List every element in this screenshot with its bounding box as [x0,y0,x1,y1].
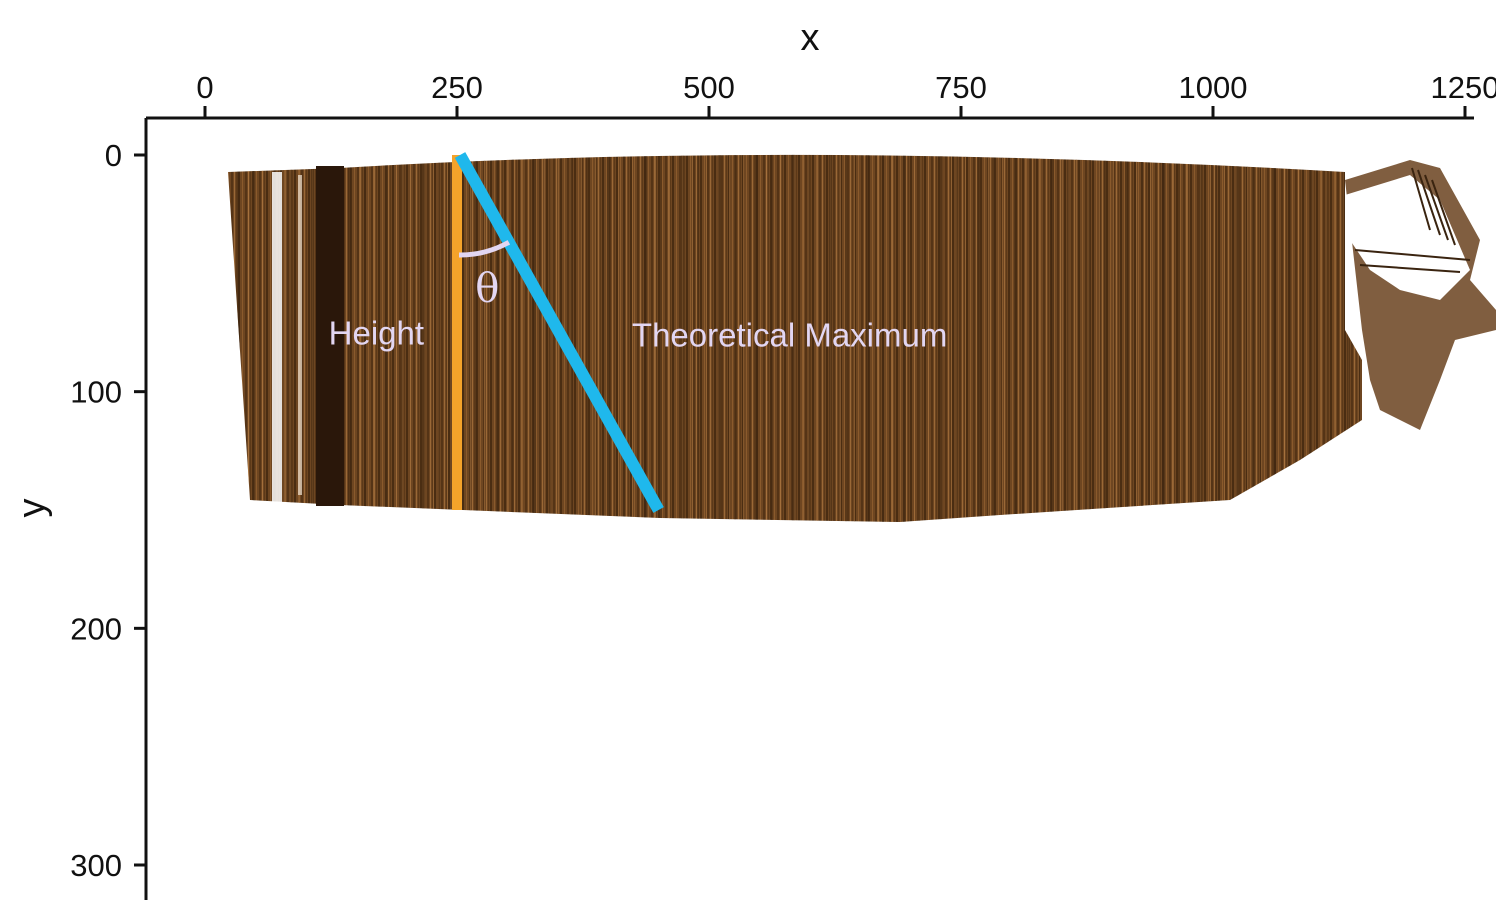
x-tick-label: 250 [431,70,483,105]
x-tick-label: 1000 [1179,70,1248,105]
theta-label: θ [475,266,499,312]
x-tick-label: 750 [935,70,987,105]
theoretical-maximum-line [454,152,664,513]
surface-gap [298,175,302,495]
x-tick-label: 500 [683,70,735,105]
theta-arc [458,240,511,258]
theoretical-maximum-label: Theoretical Maximum [632,317,947,354]
y-tick-label: 100 [70,375,122,410]
x-ticks: 0 250 500 750 1000 1250 [196,70,1496,118]
y-tick-label: 200 [70,611,122,646]
annotations: Height Theoretical Maximum θ [329,266,948,354]
y-ticks: 0 100 200 300 [70,138,146,883]
y-tick-label: 300 [70,848,122,883]
x-axis-title: x [801,17,820,59]
surface-right-hole [1345,175,1470,300]
y-axis-title: y [11,499,53,518]
x-tick-label: 1250 [1431,70,1496,105]
surface-right-lines [1354,167,1471,273]
surface-gap [272,172,282,502]
x-tick-label: 0 [196,70,213,105]
height-label: Height [329,314,424,351]
surface-dark-band [316,166,344,506]
y-tick-label: 0 [105,138,122,173]
overlay-lines [452,152,664,513]
axes [144,116,1474,900]
